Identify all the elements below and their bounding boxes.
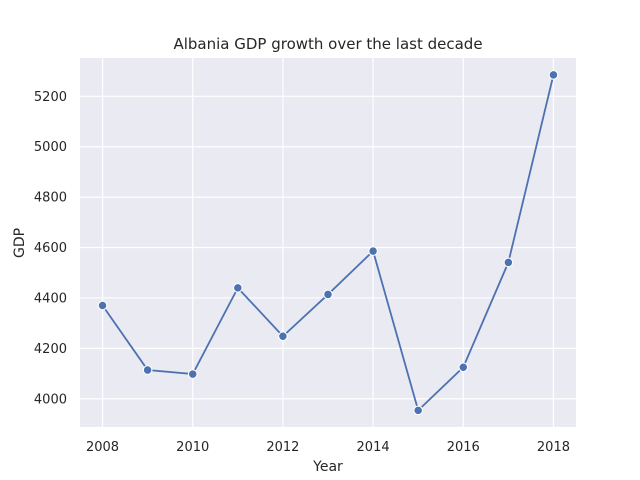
y-tick-label: 5000 — [34, 140, 67, 155]
x-tick-label: 2010 — [176, 440, 209, 455]
y-axis-label: GDP — [12, 228, 28, 258]
data-point — [548, 70, 559, 80]
chart-title: Albania GDP growth over the last decade — [173, 35, 482, 53]
data-point — [323, 289, 333, 300]
series-layer — [97, 70, 559, 416]
y-tick-label: 4600 — [34, 241, 67, 256]
x-tick-label: 2018 — [537, 440, 570, 455]
data-point — [232, 283, 243, 293]
plot-area — [80, 58, 576, 427]
x-tick-label: 2012 — [266, 440, 299, 455]
x-axis-label: Year — [312, 459, 343, 475]
y-tick-label: 4800 — [34, 191, 67, 206]
y-tick-label: 4400 — [34, 291, 67, 306]
data-point — [458, 362, 469, 373]
data-point — [413, 405, 424, 416]
y-axis-ticks: 4000 4200 4400 4600 4800 5000 5200 — [34, 90, 67, 407]
data-point — [187, 369, 198, 379]
data-point — [97, 300, 108, 311]
data-point — [368, 246, 378, 256]
x-tick-label: 2016 — [447, 440, 480, 455]
grid — [80, 58, 576, 427]
y-tick-label: 4000 — [34, 392, 67, 407]
y-tick-label: 5200 — [34, 90, 67, 105]
x-tick-label: 2008 — [86, 440, 119, 455]
y-tick-label: 4200 — [34, 342, 67, 357]
data-point — [503, 257, 514, 268]
data-point — [142, 365, 153, 375]
data-point — [278, 331, 288, 342]
x-axis-ticks: 2008 2010 2012 2014 2016 2018 — [86, 440, 570, 455]
x-tick-label: 2014 — [357, 440, 390, 455]
